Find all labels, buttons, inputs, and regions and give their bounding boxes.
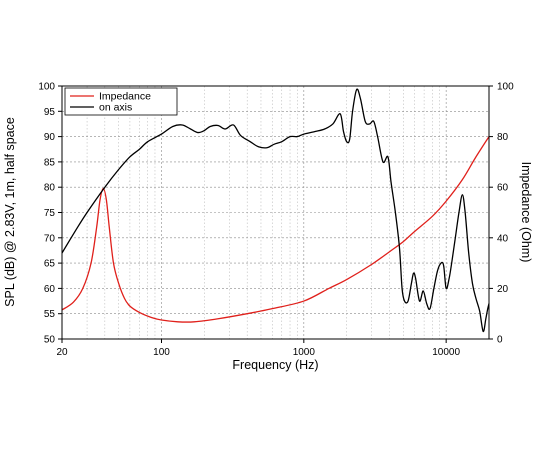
y-right-tick-label: 0 — [497, 335, 503, 346]
y-left-tick-label: 100 — [38, 82, 55, 93]
x-axis-label: Frequency (Hz) — [232, 358, 318, 372]
y-left-tick-label: 60 — [44, 284, 56, 295]
impedance-series-line — [61, 136, 490, 323]
y-right-tick-label: 100 — [497, 82, 514, 93]
x-tick-label: 1000 — [293, 347, 316, 358]
tick-marks — [58, 85, 493, 343]
y-right-tick-label: 80 — [497, 132, 509, 143]
series-lines — [61, 88, 490, 333]
y-left-tick-label: 90 — [44, 132, 56, 143]
x-tick-label: 20 — [56, 347, 68, 358]
grid — [62, 86, 489, 339]
x-tick-label: 10000 — [432, 347, 460, 358]
y-left-tick-label: 95 — [44, 107, 56, 118]
y-left-tick-label: 80 — [44, 183, 56, 194]
y-left-tick-label: 85 — [44, 157, 56, 168]
y-left-tick-label: 55 — [44, 309, 56, 320]
tick-labels: 20 100 1000 1000050556065707580859095100020… — [38, 82, 514, 359]
legend-label: on axis — [99, 102, 132, 114]
y-axis-label-right: Impedance (Ohm) — [519, 162, 533, 263]
y-right-tick-label: 60 — [497, 183, 509, 194]
x-tick-label: 100 — [153, 347, 170, 358]
y-left-tick-label: 75 — [44, 208, 56, 219]
y-axis-label-left: SPL (dB) @ 2.83V, 1m, half space — [3, 117, 17, 307]
y-right-tick-label: 40 — [497, 233, 509, 244]
y-right-tick-label: 20 — [497, 284, 509, 295]
legend-label: Impedance — [99, 91, 151, 103]
y-left-tick-label: 65 — [44, 259, 56, 270]
on-axis-series-line — [61, 88, 490, 333]
legend-box — [64, 87, 178, 116]
y-left-tick-label: 70 — [44, 233, 56, 244]
y-left-tick-label: 50 — [44, 335, 56, 346]
